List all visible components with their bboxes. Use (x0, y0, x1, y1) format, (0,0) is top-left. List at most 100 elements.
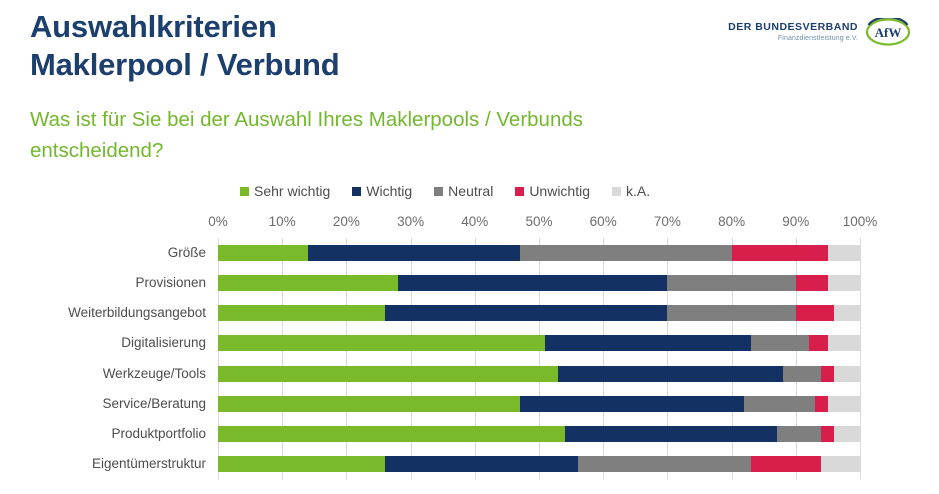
bar-segment[interactable] (827, 245, 860, 261)
legend-label: Neutral (448, 183, 494, 199)
stacked-bar (218, 455, 860, 472)
bar-segment[interactable] (667, 305, 796, 322)
bar-segment[interactable] (218, 305, 385, 322)
gridline (282, 238, 284, 479)
x-tick-label: 60% (589, 214, 617, 229)
legend-label: Wichtig (366, 183, 413, 199)
chart-row: Digitalisierung (121, 328, 860, 358)
stacked-bar (218, 425, 860, 442)
chart-row: Werkzeuge/Tools (103, 359, 860, 389)
gridline (218, 238, 219, 479)
bar-segment[interactable] (795, 275, 828, 292)
bar-segment[interactable] (821, 425, 835, 442)
x-tick-label: 40% (461, 214, 489, 229)
gridline (667, 238, 669, 479)
bar-segment[interactable] (558, 365, 783, 382)
x-tick-label: 70% (653, 214, 681, 229)
stacked-bar (218, 245, 860, 261)
bar-segment[interactable] (834, 425, 860, 442)
x-tick-label: 10% (268, 214, 296, 229)
logo-secondary-text: Finanzdienstleistung e.V. (777, 34, 858, 42)
bar-segment[interactable] (834, 365, 860, 382)
gridline (346, 238, 348, 479)
bar-segment[interactable] (307, 245, 520, 261)
page-subtitle: Was ist für Sie bei der Auswahl Ihres Ma… (30, 104, 790, 166)
page-header: Auswahlkriterien Maklerpool / Verbund Wa… (0, 0, 939, 180)
bar-segment[interactable] (808, 335, 828, 352)
bar-segment[interactable] (397, 275, 668, 292)
bar-segment[interactable] (218, 245, 308, 261)
bar-segment[interactable] (815, 395, 828, 412)
legend-swatch-icon (240, 186, 249, 196)
x-tick-label: 20% (332, 214, 360, 229)
bar-segment[interactable] (827, 275, 860, 292)
x-axis-tick-labels: 0% 10% 20% 30% 40% 50% 60% 70% 80% 90% 100% (208, 214, 877, 234)
bar-segment[interactable] (827, 335, 860, 352)
bar-segment[interactable] (218, 335, 546, 352)
gridline (860, 238, 861, 479)
bar-segment[interactable] (384, 455, 578, 472)
legend-item-3[interactable]: Unwichtig (515, 183, 590, 199)
stacked-bar (218, 275, 860, 292)
bar-segment[interactable] (821, 365, 835, 382)
legend-swatch-icon (352, 186, 362, 196)
afw-logo-icon: AfW (865, 18, 911, 46)
bar-segment[interactable] (218, 455, 385, 472)
bar-segment[interactable] (744, 395, 816, 412)
stacked-bar (218, 305, 860, 322)
category-label: Werkzeuge/Tools (102, 365, 206, 381)
bar-segment[interactable] (218, 275, 398, 292)
category-label: Provisionen (135, 275, 206, 291)
bar-segment[interactable] (827, 395, 860, 412)
chart-row: Eigentümerstruktur (92, 449, 860, 479)
title-line-2: Maklerpool / Verbund (30, 47, 340, 82)
category-label: Digitalisierung (121, 335, 206, 351)
brand-logo: DER BUNDESVERBAND Finanzdienstleistung e… (728, 12, 911, 52)
bar-segment[interactable] (384, 305, 668, 322)
bar-segment[interactable] (545, 335, 751, 352)
x-tick-label: 90% (782, 214, 810, 229)
bar-segment[interactable] (795, 305, 835, 322)
bar-segment[interactable] (577, 455, 751, 472)
logo-text: DER BUNDESVERBAND Finanzdienstleistung e… (728, 22, 858, 42)
chart-legend: Sehr wichtig Wichtig Neutral Unwichtig k.A. (240, 183, 650, 199)
gridline (731, 238, 733, 479)
chart-row: Service/Beratung (102, 389, 860, 419)
bar-segment[interactable] (218, 365, 559, 382)
category-label: Produktportfolio (111, 425, 206, 441)
bar-segment[interactable] (218, 425, 565, 442)
x-tick-label: 100% (842, 214, 878, 229)
page-title: Auswahlkriterien Maklerpool / Verbund (30, 8, 690, 84)
chart-row: Provisionen (135, 268, 860, 298)
gridline (410, 238, 412, 479)
x-tick-label: 30% (397, 214, 425, 229)
bar-segment[interactable] (731, 245, 828, 261)
subtitle-line-1: Was ist für Sie bei der Auswahl Ihres Ma… (30, 108, 583, 131)
legend-item-1[interactable]: Wichtig (352, 183, 412, 199)
bar-segment[interactable] (519, 245, 732, 261)
legend-item-4[interactable]: k.A. (612, 183, 650, 199)
legend-item-0[interactable]: Sehr wichtig (240, 183, 330, 199)
bar-segment[interactable] (750, 455, 822, 472)
bar-segment[interactable] (750, 335, 809, 352)
bar-segment[interactable] (776, 425, 822, 442)
bar-segment[interactable] (667, 275, 796, 292)
bar-segment[interactable] (834, 305, 860, 322)
bar-segment[interactable] (218, 395, 520, 412)
title-line-1: Auswahlkriterien (30, 9, 277, 44)
legend-label: Unwichtig (529, 183, 591, 199)
chart-row: Größe (168, 238, 860, 268)
svg-text:AfW: AfW (875, 25, 902, 40)
category-label: Eigentümerstruktur (91, 455, 206, 471)
legend-item-2[interactable]: Neutral (434, 183, 493, 199)
stacked-bar (218, 365, 860, 382)
stacked-bar (218, 395, 860, 412)
logo-primary-text: DER BUNDESVERBAND (728, 21, 858, 34)
stacked-bar-chart: Sehr wichtig Wichtig Neutral Unwichtig k.A. … (0, 178, 939, 494)
bar-segment[interactable] (519, 395, 745, 412)
x-tick-label: 0% (208, 214, 228, 229)
legend-swatch-icon (612, 186, 622, 196)
bar-segment[interactable] (564, 425, 777, 442)
bar-segment[interactable] (782, 365, 822, 382)
bar-segment[interactable] (821, 455, 860, 472)
